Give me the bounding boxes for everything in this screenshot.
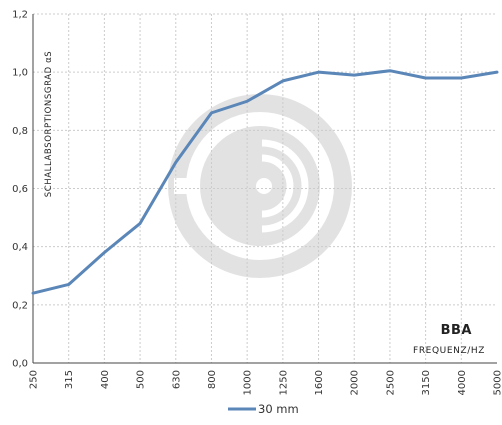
x-tick-label: 1250 <box>278 370 289 395</box>
x-tick-label: 400 <box>100 370 111 389</box>
x-tick-label: 3150 <box>421 370 432 395</box>
y-tick-label: 1,2 <box>12 10 28 21</box>
x-tick-label: 250 <box>29 370 40 389</box>
x-tick-label: 5000 <box>493 370 502 395</box>
y-tick-label: 1,0 <box>12 68 28 79</box>
x-tick-label: 315 <box>64 370 75 389</box>
chart-grid <box>33 13 497 363</box>
y-tick-label: 0,4 <box>12 242 28 253</box>
x-tick-label: 630 <box>171 370 182 389</box>
series-lines <box>31 69 499 295</box>
x-tick-label: 4000 <box>457 370 468 395</box>
legend-label: 30 mm <box>258 402 299 416</box>
x-tick-label: 2500 <box>385 370 396 395</box>
y-tick-label: 0,0 <box>12 359 28 370</box>
x-tick-label: 2000 <box>350 370 361 395</box>
y-tick-label: 0,6 <box>12 184 28 195</box>
legend: 30 mm <box>228 402 299 416</box>
x-tick-labels: 250 315 400 500 630 800 1000 1250 1600 2000 2500 31… <box>29 370 502 395</box>
chart-axes <box>32 14 497 364</box>
y-tick-labels: 0,0 0,2 0,4 0,6 0,8 1,0 1,2 <box>12 10 28 370</box>
brand-label: BBA <box>441 323 472 338</box>
watermark-logo-icon <box>168 94 352 278</box>
y-tick-label: 0,8 <box>12 126 28 137</box>
x-tick-label: 1600 <box>314 370 325 395</box>
x-tick-label: 800 <box>207 370 218 389</box>
y-tick-label: 0,2 <box>12 300 28 311</box>
y-axis-label: SCHALLABSORPTIONSGRAD αS <box>44 51 54 198</box>
series-line-30mm <box>31 69 499 295</box>
x-axis-label: FREQUENZ/HZ <box>413 346 485 356</box>
x-tick-label: 500 <box>136 370 147 389</box>
x-tick-label: 1000 <box>243 370 254 395</box>
